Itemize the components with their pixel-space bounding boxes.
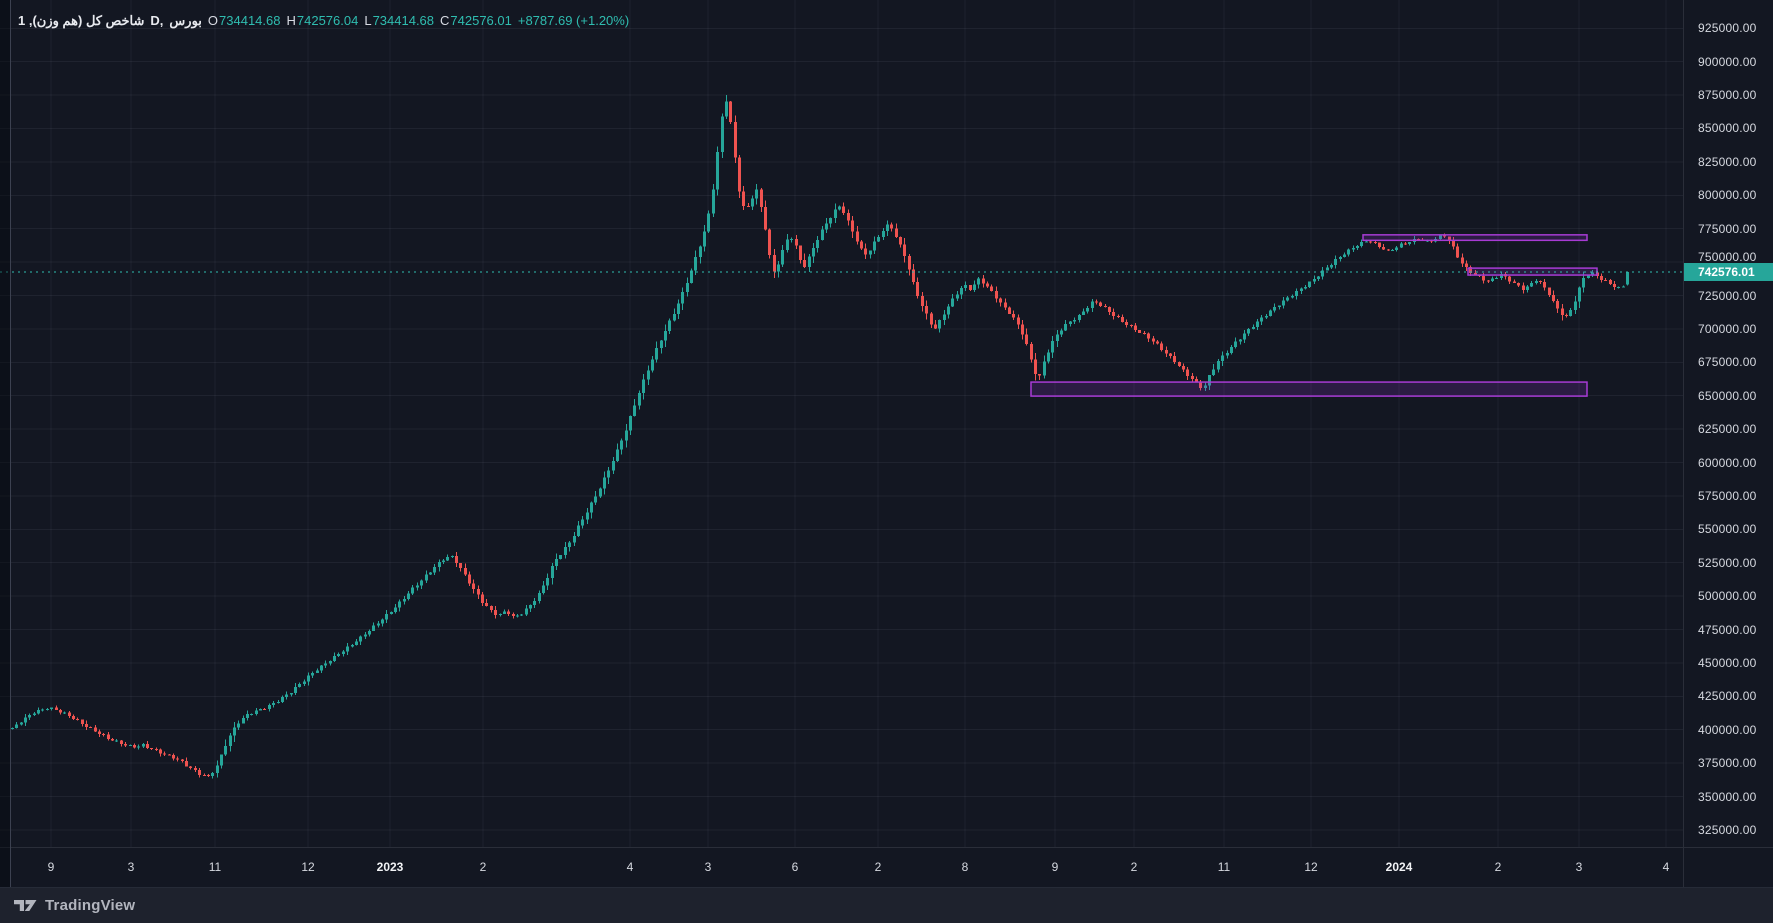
low-letter: L bbox=[364, 13, 372, 28]
tradingview-watermark[interactable]: TradingView bbox=[45, 897, 136, 914]
price-tick: 450000.00 bbox=[1698, 655, 1757, 670]
time-tick: 12 bbox=[301, 860, 315, 874]
price-tick: 550000.00 bbox=[1698, 522, 1757, 537]
time-tick: 9 bbox=[1051, 860, 1059, 874]
interval-label[interactable]: D, bbox=[150, 13, 164, 28]
price-tick: 625000.00 bbox=[1698, 422, 1757, 437]
price-tick: 825000.00 bbox=[1698, 154, 1757, 169]
grid bbox=[0, 0, 1683, 847]
price-tick: 375000.00 bbox=[1698, 756, 1757, 771]
legend-high: H 742576.04 bbox=[286, 13, 358, 28]
price-tick: 900000.00 bbox=[1698, 54, 1757, 69]
time-axis-separator bbox=[0, 847, 1773, 848]
price-tick: 525000.00 bbox=[1698, 555, 1757, 570]
price-tick: 775000.00 bbox=[1698, 221, 1757, 236]
price-tick: 800000.00 bbox=[1698, 188, 1757, 203]
time-tick: 11 bbox=[1217, 860, 1231, 874]
price-tick: 750000.00 bbox=[1698, 250, 1757, 265]
time-tick: 2 bbox=[874, 860, 882, 874]
time-tick: 2 bbox=[1494, 860, 1502, 874]
candlestick-chart[interactable] bbox=[0, 0, 1683, 847]
rectangle-drawing-resistance-zone-mid[interactable] bbox=[1467, 267, 1598, 276]
time-tick-year: 2023 bbox=[376, 860, 404, 874]
open-value: 734414.68 bbox=[219, 13, 281, 28]
legend: شاخص کل (هم وزن), 1 D, بورس O 734414.68 … bbox=[18, 13, 629, 29]
left-gutter bbox=[0, 0, 11, 887]
legend-close: C 742576.01 bbox=[440, 13, 512, 28]
price-tick: 650000.00 bbox=[1698, 388, 1757, 403]
rectangle-drawing-resistance-zone-upper[interactable] bbox=[1362, 234, 1588, 242]
time-tick: 3 bbox=[704, 860, 712, 874]
price-tick: 875000.00 bbox=[1698, 88, 1757, 103]
price-tick: 425000.00 bbox=[1698, 689, 1757, 704]
symbol-title[interactable]: شاخص کل (هم وزن), 1 bbox=[18, 13, 145, 28]
time-tick: 2 bbox=[479, 860, 487, 874]
close-value: 742576.01 bbox=[450, 13, 512, 28]
price-tick: 400000.00 bbox=[1698, 722, 1757, 737]
chart-plot-area[interactable]: شاخص کل (هم وزن), 1 D, بورس O 734414.68 … bbox=[0, 0, 1683, 847]
close-letter: C bbox=[440, 13, 450, 28]
high-letter: H bbox=[286, 13, 296, 28]
time-axis[interactable]: 9 3 11 12 2023 2 4 3 6 2 8 9 2 11 12 2024 2 3 4 bbox=[0, 848, 1684, 887]
price-tick: 925000.00 bbox=[1698, 21, 1757, 36]
time-tick: 8 bbox=[961, 860, 969, 874]
bottom-bar: TradingView bbox=[0, 887, 1773, 923]
current-price-label: 742576.01 bbox=[1684, 263, 1773, 282]
time-tick: 4 bbox=[626, 860, 634, 874]
time-tick-year: 2024 bbox=[1385, 860, 1413, 874]
high-value: 742576.04 bbox=[296, 13, 359, 28]
change-value: +8787.69 (+1.20%) bbox=[517, 13, 630, 28]
time-tick: 11 bbox=[208, 860, 222, 874]
price-axis[interactable]: 742576.01 925000.00 900000.00 875000.00 850… bbox=[1684, 0, 1773, 887]
price-axis-separator bbox=[1683, 0, 1684, 887]
tradingview-logo-icon bbox=[14, 899, 37, 912]
price-tick: 350000.00 bbox=[1698, 789, 1757, 804]
price-tick: 700000.00 bbox=[1698, 321, 1757, 336]
time-tick: 4 bbox=[1662, 860, 1670, 874]
price-tick: 600000.00 bbox=[1698, 455, 1757, 470]
price-tick: 325000.00 bbox=[1698, 822, 1757, 837]
exchange-label: بورس bbox=[169, 13, 202, 28]
legend-open: O 734414.68 bbox=[208, 13, 281, 28]
legend-low: L 734414.68 bbox=[364, 13, 434, 28]
price-tick: 850000.00 bbox=[1698, 121, 1757, 136]
candles bbox=[11, 95, 1629, 779]
time-tick: 6 bbox=[791, 860, 799, 874]
rectangle-drawing-support-zone-lower[interactable] bbox=[1030, 381, 1588, 397]
time-tick: 3 bbox=[1575, 860, 1583, 874]
time-tick: 2 bbox=[1130, 860, 1138, 874]
time-tick: 3 bbox=[127, 860, 135, 874]
price-tick: 575000.00 bbox=[1698, 488, 1757, 503]
open-letter: O bbox=[207, 13, 219, 28]
time-tick: 9 bbox=[47, 860, 55, 874]
low-value: 734414.68 bbox=[372, 13, 435, 28]
price-tick: 475000.00 bbox=[1698, 622, 1757, 637]
price-tick: 500000.00 bbox=[1698, 589, 1757, 604]
price-tick: 725000.00 bbox=[1698, 288, 1757, 303]
time-tick: 12 bbox=[1304, 860, 1318, 874]
price-tick: 675000.00 bbox=[1698, 355, 1757, 370]
